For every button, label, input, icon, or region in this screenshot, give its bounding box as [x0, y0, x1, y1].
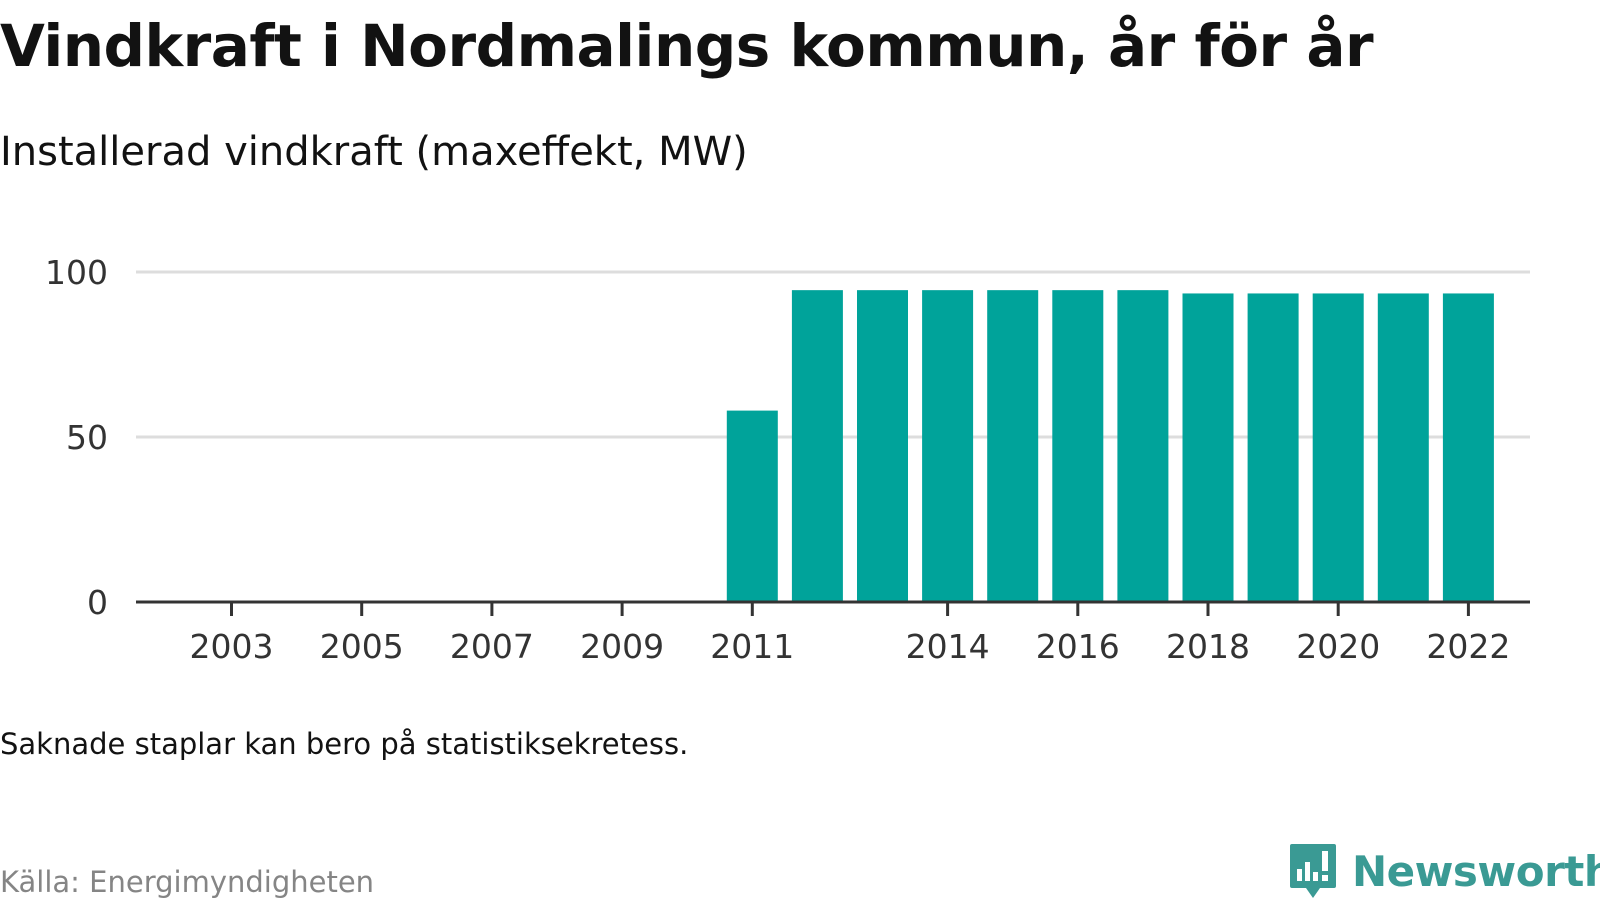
y-tick-label: 100 — [45, 253, 108, 292]
bar-chart: 0 50 100 2003 2005 2007 2009 2011 2014 2016 2018 20… — [45, 253, 1530, 666]
bar-2011 — [726, 410, 778, 602]
x-tick-label: 2005 — [320, 627, 404, 666]
x-tick-label: 2020 — [1296, 627, 1380, 666]
bar-2013 — [857, 290, 908, 602]
x-tick-label: 2003 — [190, 627, 274, 666]
bar-2014 — [922, 290, 974, 602]
x-tick-label: 2022 — [1426, 627, 1510, 666]
bars — [726, 290, 1494, 602]
y-tick-label: 0 — [87, 583, 108, 622]
bar-2012 — [791, 290, 843, 602]
chart-subtitle: Installerad vindkraft (maxeffekt, MW) — [0, 129, 748, 175]
bar-chart-speech-bubble-icon — [1290, 844, 1336, 898]
bar-2016 — [1052, 290, 1104, 602]
bar-2022 — [1442, 293, 1494, 602]
logo-text: Newsworthy — [1352, 846, 1600, 896]
chart-title: Vindkraft i Nordmalings kommun, år för å… — [0, 12, 1374, 80]
bar-2021 — [1377, 293, 1429, 602]
bar-2019 — [1247, 293, 1299, 602]
x-tick-label: 2007 — [450, 627, 534, 666]
bar-2015 — [987, 290, 1039, 602]
y-tick-label: 50 — [66, 418, 108, 457]
bar-2020 — [1312, 293, 1364, 602]
source-credit: Källa: Energimyndigheten — [0, 865, 375, 899]
x-tick-label: 2009 — [580, 627, 664, 666]
bar-2017 — [1117, 290, 1169, 602]
x-tick-label: 2018 — [1166, 627, 1250, 666]
axes: 0 50 100 2003 2005 2007 2009 2011 2014 2016 2018 20… — [45, 253, 1530, 666]
newsworthy-logo: Newsworthy — [1288, 842, 1600, 900]
bar-2018 — [1182, 293, 1234, 602]
x-tick-label: 2014 — [906, 627, 990, 666]
x-tick-label: 2016 — [1036, 627, 1120, 666]
missing-bars-note: Saknade staplar kan bero på statistiksek… — [0, 727, 689, 761]
x-tick-label: 2011 — [710, 627, 794, 666]
